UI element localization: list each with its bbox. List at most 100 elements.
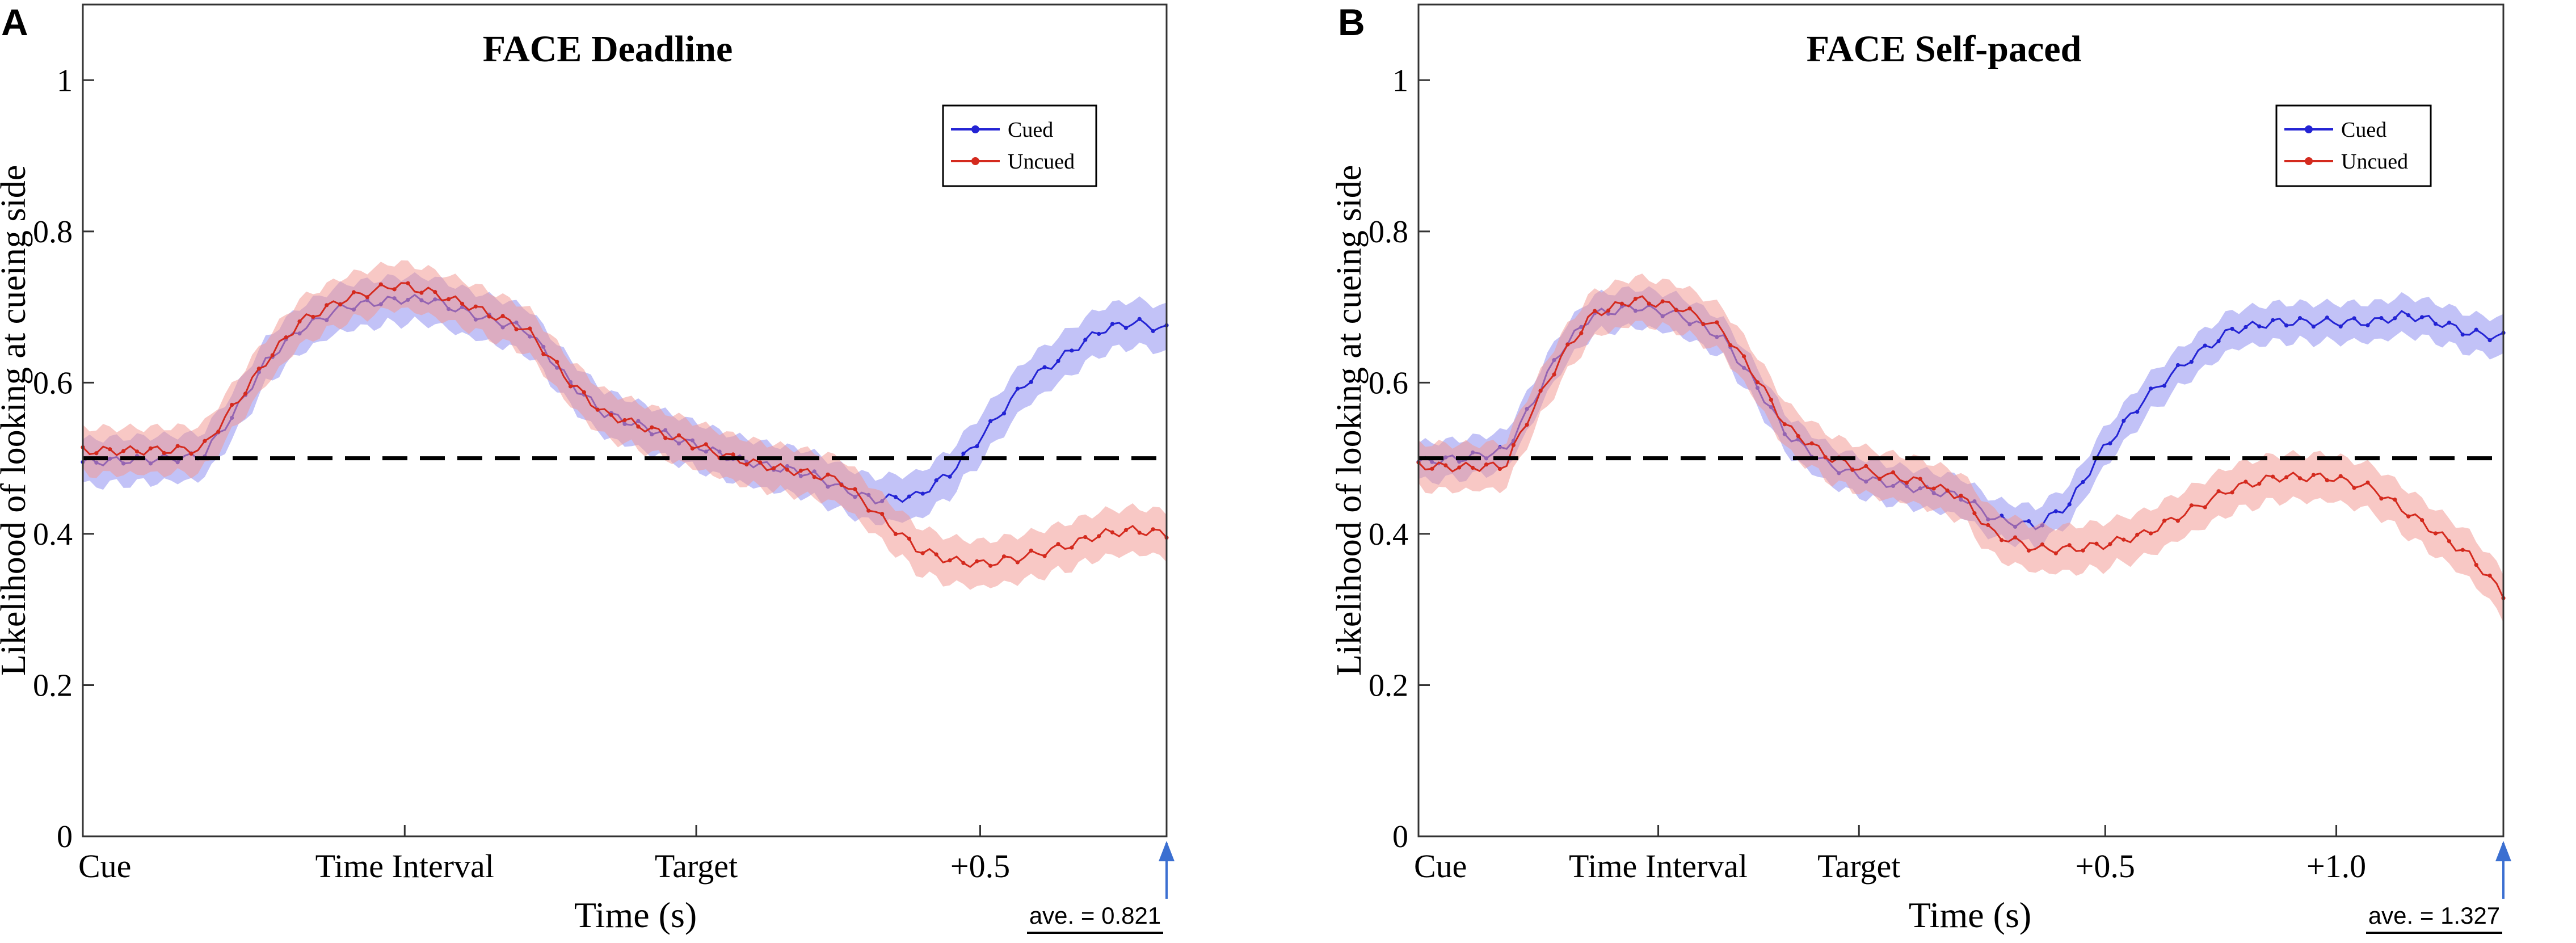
series-point-uncued [1796,433,1800,439]
x-tick-label: Cue [1414,848,1467,885]
series-point-cued [2325,315,2329,320]
series-point-cued [2189,360,2194,364]
series-point-uncued [1864,464,1868,469]
series-point-uncued [2122,537,2126,542]
series-point-cued [2081,479,2085,485]
panel-label: B [1338,1,1365,43]
y-tick-label: 0.4 [33,517,73,552]
band-uncued [83,260,1167,590]
series-point-uncued [1674,308,1678,313]
plot-frame [82,3,1168,837]
series-point-uncued [2189,503,2194,508]
series-point-cued [1097,331,1101,336]
series-point-cued [2487,338,2492,343]
series-point-uncued [1538,389,1543,393]
series-point-uncued [555,360,559,364]
series-point-uncued [1945,488,1950,493]
series-point-uncued [406,281,410,285]
series-point-uncued [595,407,600,412]
y-tick-label: 0.6 [1369,365,1408,401]
series-point-cued [2365,323,2370,327]
y-tick-label: 0.2 [33,668,73,703]
series-point-uncued [189,452,193,456]
series-point-uncued [351,290,356,294]
series-point-cued [2447,321,2451,325]
series-point-uncued [216,430,221,434]
series-point-uncued [1647,301,1651,306]
series-point-cued [988,419,993,423]
series-point-cued [907,494,911,499]
series-point-cued [1001,411,1007,416]
series-point-uncued [541,352,546,356]
y-axis-label: Likelihood of looking at cueing side [0,165,33,676]
series-point-uncued [2433,531,2438,536]
series-point-uncued [1457,465,1462,470]
series-point-cued [2257,324,2262,329]
series-point-uncued [934,552,938,557]
series-point-uncued [907,536,911,541]
x-tick-label: Target [655,848,738,885]
series-point-uncued [1484,462,1489,467]
y-tick-label: 1 [1392,63,1408,98]
series-point-uncued [2000,538,2004,542]
x-tick-label: Time Interval [315,848,494,885]
series-point-uncued [1823,455,1828,460]
series-point-uncued [1633,296,1638,301]
legend-box [2275,104,2432,187]
y-tick-label: 1 [57,63,73,98]
legend: Cued Uncued [942,104,1097,187]
series-point-uncued [2013,535,2018,540]
series-point-uncued [920,551,925,555]
series-point-uncued [1471,465,1475,470]
series-point-uncued [2352,486,2356,490]
series-point-uncued [622,418,627,423]
series-point-uncued [203,439,207,443]
series-point-uncued [256,367,261,371]
series-point-uncued [893,532,898,536]
series-point-cued [2149,386,2153,391]
series-point-uncued [2094,541,2099,546]
series-point-uncued [1660,299,1665,304]
series-point-uncued [758,460,763,465]
series-point-uncued [1769,397,1773,402]
series-point-uncued [663,436,668,440]
series-point-uncued [1443,463,1448,468]
series-point-cued [1123,326,1128,330]
series-point-uncued [1110,530,1115,534]
y-tick-label: 0.8 [1369,214,1408,250]
series-point-uncued [1097,534,1101,538]
series-point-uncued [311,314,315,319]
series-point-cued [1056,359,1060,363]
series-point-cued [2026,519,2031,524]
series-point-uncued [2040,542,2044,547]
series-point-uncued [1001,554,1007,559]
y-tick-label: 0.4 [1369,517,1408,552]
series-point-uncued [447,297,451,301]
x-axis-label: Time (s) [574,895,697,935]
series-point-uncued [108,447,112,452]
series-point-uncued [2203,505,2207,510]
series-point-cued [2352,316,2356,321]
legend-marker-uncued [971,157,979,165]
x-axis-label: Time (s) [1909,895,2031,935]
legend-label-cued: Cued [2341,118,2386,142]
panel-b: B 0 0.2 0.4 0.6 0.8 1 Cue Time Interval Target +0.… [1330,1,2511,935]
series-point-uncued [2257,481,2262,486]
series-point-uncued [528,326,532,331]
y-axis-label: Likelihood of looking at cueing side [1330,165,1369,676]
series-point-uncued [2379,496,2384,501]
series-point-cued [934,478,938,483]
average-note: ave. = 1.327 [2368,902,2500,929]
series-point-uncued [2325,478,2329,483]
series-point-cued [2284,323,2289,328]
series-point-uncued [121,449,126,453]
series-point-uncued [1878,477,1882,481]
series-point-uncued [1497,466,1502,472]
series-point-uncued [1904,481,1909,485]
x-tick-label: Target [1817,848,1900,885]
series-point-cued [975,444,979,449]
series-point-uncued [1137,531,1142,535]
y-tick-label: 0 [1392,819,1408,854]
series-point-uncued [582,390,586,394]
series-point-cued [2108,441,2112,446]
